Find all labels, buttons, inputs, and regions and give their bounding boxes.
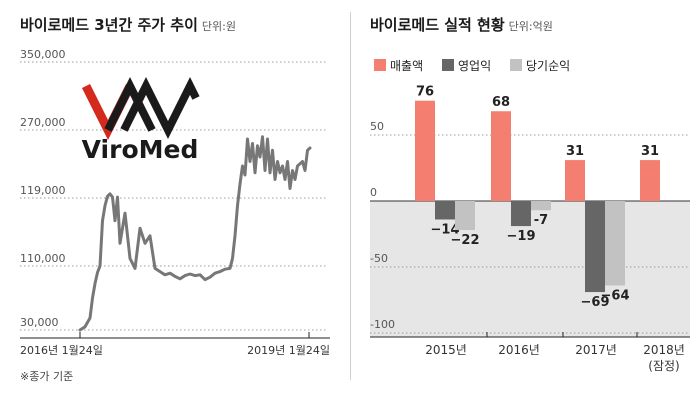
logo-m-shape	[104, 77, 156, 132]
stock-price-line-chart: 350,000 270,000 119,000 110,000 30,000 ViroM…	[20, 48, 330, 357]
y-tick-label: -50	[370, 252, 388, 265]
price-series-line	[78, 135, 312, 332]
bar	[415, 100, 435, 201]
y-tick-label: 0	[370, 186, 377, 199]
viromed-logo: ViroMed	[82, 77, 200, 164]
x-tick-label: 2017년	[575, 343, 617, 357]
bar-value-label: −14	[431, 222, 460, 237]
bar-chart-unit: 단위:억원	[508, 20, 553, 33]
bar-value-label: −19	[507, 229, 536, 244]
bar	[585, 201, 605, 293]
footnote: ※종가 기준	[20, 370, 74, 383]
bar	[565, 160, 585, 201]
y-tick-label: -100	[370, 318, 395, 331]
x-tick-label: 2016년 1월24일	[20, 343, 103, 357]
y-tick-label: 30,000	[20, 316, 59, 329]
line-chart-unit: 단위:원	[201, 20, 236, 33]
line-chart-title: 바이로메드 3년간 주가 추이 단위:원	[20, 16, 236, 34]
legend-label: 매출액	[390, 59, 423, 73]
y-tick-label: 110,000	[20, 252, 66, 265]
bar-value-label: -7	[534, 213, 548, 228]
bar-value-label: 31	[566, 144, 584, 159]
bar-chart-title: 바이로메드 실적 현황 단위:억원	[370, 16, 553, 34]
bar	[511, 201, 531, 227]
bar-value-label: 68	[492, 95, 510, 110]
bar-value-label: 31	[641, 144, 659, 159]
bar	[640, 160, 660, 201]
x-tick-sublabel: (잠정)	[648, 359, 679, 373]
bar	[435, 201, 455, 220]
x-tick-label: 2015년	[425, 343, 467, 357]
legend-swatch	[510, 59, 522, 71]
legend-label: 당기순익	[526, 59, 570, 73]
x-tick-label: 2019년 1월24일	[247, 343, 330, 357]
y-tick-label: 119,000	[20, 184, 66, 197]
bar-value-label: −22	[451, 233, 480, 248]
y-tick-label: 350,000	[20, 48, 66, 61]
legend-swatch	[442, 59, 454, 71]
bar	[605, 201, 625, 286]
bar-value-label: 76	[416, 85, 434, 100]
legend-swatch	[374, 59, 386, 71]
bar-value-label: −64	[601, 288, 630, 303]
bar	[531, 201, 551, 211]
bar	[455, 201, 475, 231]
x-tick-label: 2016년	[498, 343, 540, 357]
logo-text: ViroMed	[82, 135, 199, 164]
legend-label: 영업익	[458, 59, 491, 73]
logo-a-shape	[120, 77, 200, 139]
legend-box	[366, 54, 582, 76]
bar-value-label: −69	[581, 295, 610, 310]
x-tick-label: 2018년	[643, 343, 685, 357]
y-tick-label: 270,000	[20, 116, 66, 129]
bar	[491, 111, 511, 201]
panel-divider	[350, 12, 351, 380]
y-tick-label: 50	[370, 120, 384, 133]
